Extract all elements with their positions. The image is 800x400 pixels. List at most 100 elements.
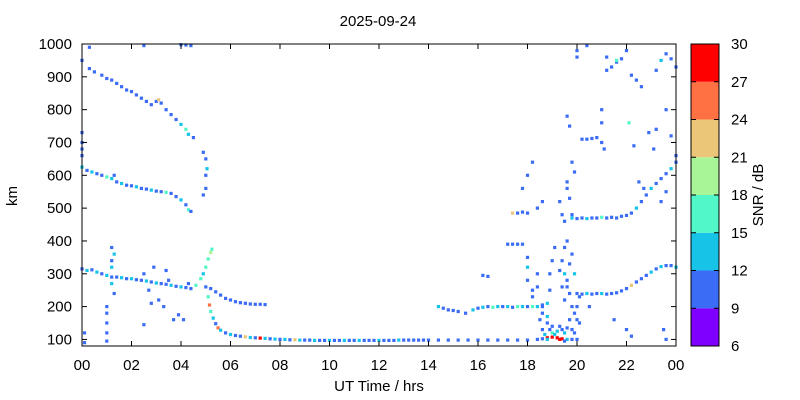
data-point [95, 172, 99, 176]
data-point [367, 338, 371, 342]
data-point [313, 338, 317, 342]
data-point [619, 289, 624, 293]
data-point [642, 186, 646, 190]
data-point [585, 217, 589, 221]
data-point [525, 265, 530, 269]
y-tick-label: 700 [47, 134, 72, 151]
data-point [565, 186, 569, 190]
colorbar-tick-label: 6 [731, 338, 739, 355]
data-point [669, 167, 673, 171]
data-point [659, 58, 663, 62]
data-point [565, 285, 569, 289]
data-point [105, 305, 109, 309]
data-point [550, 324, 554, 328]
data-point [506, 242, 510, 246]
data-point [332, 338, 336, 342]
data-point [201, 272, 205, 276]
data-point [129, 184, 134, 188]
data-point [144, 99, 148, 103]
data-point [659, 265, 663, 269]
data-point [372, 338, 376, 342]
colorbar-bin [691, 270, 719, 309]
x-axis: 00 02 04 06 08 10 12 14 16 18 20 22 00 [74, 44, 685, 374]
data-point [639, 277, 643, 281]
colorbar-tick-label: 21 [731, 149, 748, 166]
data-point [387, 338, 391, 342]
x-tick-label: 16 [470, 357, 487, 374]
data-point [253, 336, 257, 340]
data-point [110, 245, 114, 250]
data-point [129, 277, 134, 281]
data-point [486, 305, 490, 309]
colorbar-title: SNR / dB [750, 164, 767, 227]
data-point [491, 305, 495, 309]
colorbar-tick-label: 12 [731, 263, 748, 280]
data-point [605, 292, 609, 296]
data-point [471, 308, 475, 312]
data-point [501, 305, 505, 309]
data-point [558, 324, 562, 328]
data-point [639, 85, 643, 89]
data-point [615, 58, 619, 62]
data-point [545, 337, 549, 341]
data-point [421, 338, 426, 342]
data-point [169, 113, 173, 117]
x-tick-label: 00 [668, 357, 685, 374]
data-point [543, 332, 547, 337]
data-point [595, 216, 599, 220]
data-point [87, 45, 91, 49]
data-point [105, 339, 109, 343]
data-point [637, 180, 641, 184]
data-point [506, 338, 510, 342]
colorbar-bin [691, 157, 719, 195]
data-point [120, 276, 124, 280]
data-point [209, 287, 213, 291]
data-point [662, 328, 666, 332]
data-point [647, 131, 651, 135]
data-point [184, 43, 188, 47]
data-point [85, 168, 89, 172]
data-point [189, 287, 193, 291]
data-point [144, 187, 148, 191]
data-point [530, 288, 535, 292]
data-point [570, 252, 574, 256]
data-point [298, 338, 302, 342]
data-point [125, 183, 129, 187]
data-point [283, 337, 287, 341]
data-point [602, 147, 606, 151]
data-point [110, 282, 114, 286]
data-point [120, 85, 124, 89]
data-point [530, 295, 535, 299]
x-tick-label: 22 [618, 357, 635, 374]
data-point [174, 117, 178, 122]
data-point [545, 314, 549, 319]
colorbar-bin [691, 232, 719, 271]
data-point [560, 285, 564, 289]
data-point [159, 282, 163, 286]
data-point [206, 257, 210, 261]
data-point [610, 215, 614, 219]
data-point [139, 278, 143, 282]
data-point [100, 272, 104, 276]
data-point [327, 338, 332, 342]
data-point [540, 305, 544, 309]
data-point [100, 173, 104, 177]
data-point [563, 339, 567, 343]
data-point [446, 308, 450, 312]
data-point [115, 81, 119, 85]
colorbar-bin [691, 119, 719, 158]
data-point [664, 52, 668, 56]
data-point [125, 277, 129, 281]
data-point [159, 101, 163, 105]
data-point [172, 318, 176, 322]
data-point [451, 308, 455, 313]
data-point [152, 265, 156, 269]
data-point [201, 150, 205, 154]
data-point [516, 305, 520, 309]
data-point [555, 336, 559, 340]
data-point [511, 305, 515, 309]
data-point [600, 140, 604, 145]
colorbar-tick-label: 18 [731, 187, 748, 204]
data-point [142, 323, 146, 327]
data-point [169, 191, 173, 195]
